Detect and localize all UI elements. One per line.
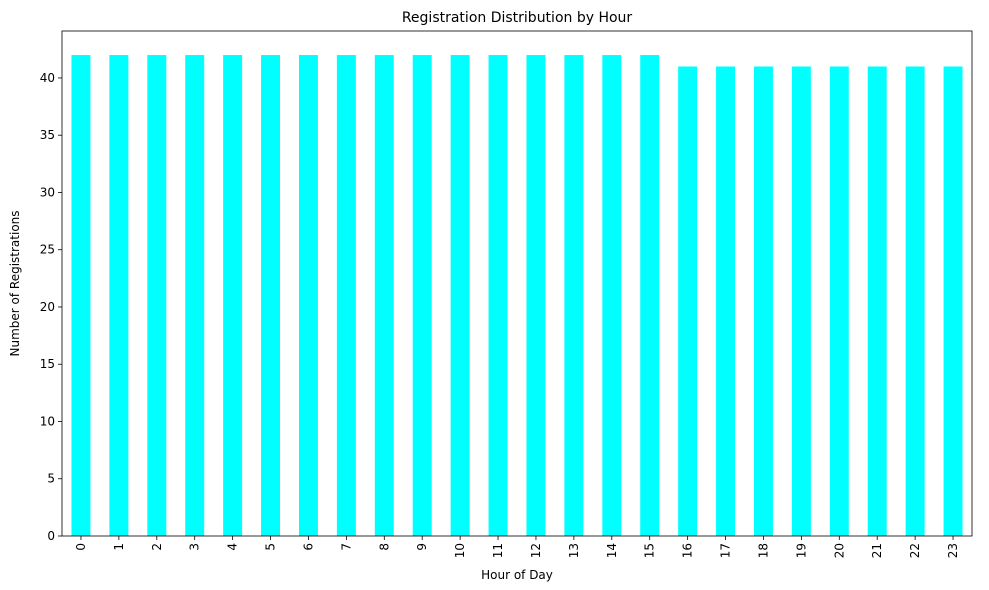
y-tick-label: 20 [40, 300, 55, 314]
bar-hour-23 [943, 66, 963, 536]
x-axis-title: Hour of Day [481, 568, 553, 582]
bar-hour-18 [753, 66, 773, 536]
bar-hour-6 [298, 55, 318, 537]
x-tick-label: 17 [719, 543, 733, 558]
x-tick-label: 16 [681, 543, 695, 558]
x-tick-label: 2 [150, 543, 164, 551]
bar-hour-12 [526, 55, 546, 537]
y-tick-label: 10 [40, 414, 55, 428]
x-tick-label: 21 [870, 543, 884, 558]
x-tick-label: 15 [643, 543, 657, 558]
x-tick-label: 20 [832, 543, 846, 558]
bar-hour-15 [640, 55, 660, 537]
y-tick-label: 0 [47, 529, 55, 543]
chart-title: Registration Distribution by Hour [402, 10, 633, 26]
y-tick-label: 35 [40, 128, 55, 142]
bar-hour-5 [261, 55, 281, 537]
bar-hour-17 [716, 66, 736, 536]
x-tick-label: 7 [339, 543, 353, 551]
bar-hour-14 [602, 55, 622, 537]
x-tick-label: 4 [226, 543, 240, 551]
bar-hour-11 [488, 55, 508, 537]
x-tick-label: 3 [188, 543, 202, 551]
x-tick-label: 10 [453, 543, 467, 558]
x-tick-label: 9 [415, 543, 429, 551]
x-tick-label: 18 [756, 543, 770, 558]
bar-hour-21 [867, 66, 887, 536]
x-tick-label: 8 [377, 543, 391, 551]
x-tick-label: 14 [605, 543, 619, 558]
bar-hour-22 [905, 66, 925, 536]
y-tick-label: 25 [40, 243, 55, 257]
bar-hour-4 [223, 55, 243, 537]
bar-hour-2 [147, 55, 167, 537]
x-tick-label: 23 [946, 543, 960, 558]
bar-hour-20 [829, 66, 849, 536]
x-tick-label: 5 [264, 543, 278, 551]
y-tick-label: 15 [40, 357, 55, 371]
x-tick-label: 0 [74, 543, 88, 551]
bar-hour-16 [678, 66, 698, 536]
y-tick-label: 40 [40, 71, 55, 85]
bar-hour-8 [374, 55, 394, 537]
bar-hour-7 [336, 55, 356, 537]
bar-hour-19 [791, 66, 811, 536]
bar-hour-1 [109, 55, 129, 537]
y-axis-title: Number of Registrations [8, 210, 22, 356]
bar-hour-10 [450, 55, 470, 537]
x-tick-label: 19 [794, 543, 808, 558]
x-tick-label: 12 [529, 543, 543, 558]
axes-frame [61, 30, 973, 537]
y-axis-ticks: 0 5 10 15 20 25 30 35 40 [40, 71, 62, 543]
x-tick-label: 1 [112, 543, 126, 551]
y-tick-label: 5 [47, 472, 55, 486]
bar-hour-0 [71, 55, 91, 537]
x-axis-ticks: 0 1 2 3 4 5 6 7 8 9 10 11 12 13 14 15 16 17 18 19 20 21 22 23 [74, 536, 960, 558]
x-tick-label: 11 [491, 543, 505, 558]
bars-group [71, 55, 963, 537]
bar-hour-3 [185, 55, 205, 537]
x-tick-label: 13 [567, 543, 581, 558]
x-tick-label: 6 [301, 543, 315, 551]
bar-hour-13 [564, 55, 584, 537]
axes-border [61, 30, 973, 537]
y-tick-label: 30 [40, 185, 55, 199]
bar-hour-9 [412, 55, 432, 537]
x-tick-label: 22 [908, 543, 922, 558]
